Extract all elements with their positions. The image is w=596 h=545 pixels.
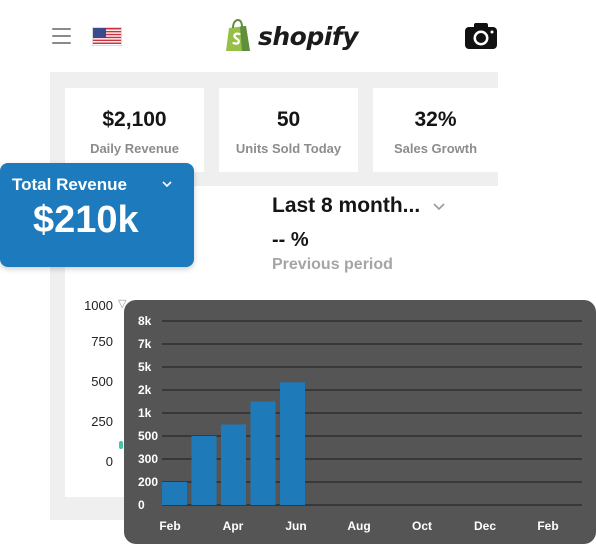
x-tick-label: Feb [159,519,180,533]
period-selector[interactable]: Last 8 month... [272,194,421,217]
kpi-value: $2,100 [102,108,167,131]
y-tick-label: 1k [138,406,152,420]
brand-name: shopify [258,21,359,51]
y-tick-label: 2k [138,383,152,397]
total-revenue-value: $210k [33,199,139,241]
chevron-down-icon[interactable] [432,200,446,214]
y-tick-label: 200 [138,475,158,489]
bg-axis-tick: 500 [91,374,113,389]
kpi-value: 32% [414,108,457,131]
revenue-bar-chart: 0 200 300 500 1k 2k 5k 7k 8k Feb Apr Jun Aug Oct Dec Fe… [124,300,596,544]
camera-icon[interactable] [464,22,498,50]
x-tick-label: Dec [474,519,496,533]
y-tick-label: 500 [138,429,158,443]
bar[interactable] [162,482,187,505]
bar[interactable] [250,401,276,506]
filter-icon: ▽ [118,298,127,310]
kpi-units-sold: 50 Units Sold Today [219,88,358,172]
x-tick-label: Jun [285,519,306,533]
bar[interactable] [191,436,217,505]
y-tick-label: 0 [138,498,145,512]
bar[interactable] [280,382,305,505]
percent-change: -- % [272,229,309,251]
kpi-value: 50 [276,108,301,131]
x-tick-label: Apr [223,519,244,533]
kpi-label: Units Sold Today [235,141,342,156]
total-revenue-card[interactable]: Total Revenue $210k [0,163,194,267]
x-tick-label: Aug [347,519,370,533]
y-tick-label: 5k [138,360,152,374]
kpi-daily-revenue: $2,100 Daily Revenue [65,88,204,172]
y-tick-label: 7k [138,337,152,351]
shopify-bag-icon [226,19,250,51]
bg-axis-tick: 750 [91,334,113,349]
bar[interactable] [221,424,246,506]
kpi-label: Daily Revenue [90,141,179,156]
y-tick-label: 300 [138,452,158,466]
chevron-down-icon[interactable] [160,179,174,191]
bg-axis-tick: 250 [91,414,113,429]
x-tick-label: Oct [412,519,432,533]
kpi-label: Sales Growth [393,141,478,156]
bg-axis-tick: 1000 [84,298,113,313]
previous-period-label: Previous period [272,256,393,273]
shopify-logo[interactable]: shopify [224,18,359,54]
bg-axis-tick: 0 [105,454,113,469]
x-tick-label: Feb [537,519,558,533]
legend-marker [119,441,123,449]
kpi-sales-growth: 32% Sales Growth [373,88,498,172]
hamburger-menu-icon[interactable] [52,28,71,44]
total-revenue-title: Total Revenue [12,175,127,194]
bar-chart-svg: 0 200 300 500 1k 2k 5k 7k 8k Feb Apr Jun Aug Oct Dec Fe… [138,314,582,533]
y-tick-label: 8k [138,314,152,328]
us-flag-icon[interactable] [92,27,122,46]
